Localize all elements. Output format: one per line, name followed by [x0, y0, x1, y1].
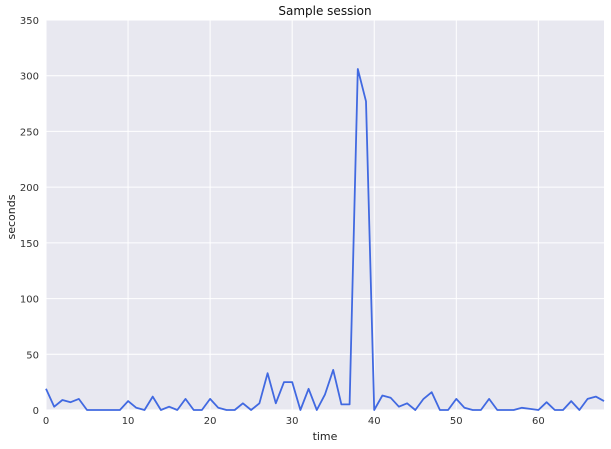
x-tick-label: 50 — [450, 416, 463, 427]
x-tick-label: 10 — [122, 416, 135, 427]
y-tick-label: 350 — [20, 16, 39, 27]
x-axis-label: time — [313, 430, 338, 443]
y-tick-label: 250 — [20, 127, 39, 138]
plot-area — [46, 20, 604, 410]
x-tick-label: 0 — [43, 416, 49, 427]
y-tick-label: 300 — [20, 72, 39, 83]
y-tick-label: 50 — [26, 350, 39, 361]
grid — [45, 19, 604, 411]
chart-title: Sample session — [278, 4, 371, 18]
y-axis-label: seconds — [5, 194, 18, 239]
y-tick-label: 100 — [20, 295, 39, 306]
series-line — [45, 68, 605, 411]
y-tick-label: 150 — [20, 239, 39, 250]
y-tick-label: 0 — [33, 406, 39, 417]
x-tick-label: 60 — [532, 416, 545, 427]
x-tick-label: 20 — [204, 416, 217, 427]
y-tick-label: 200 — [20, 183, 39, 194]
x-tick-label: 40 — [368, 416, 381, 427]
x-tick-label: 30 — [286, 416, 299, 427]
tick-labels: 0 10 20 30 40 50 60 0 50 100 150 200 250 300 350 — [20, 16, 545, 427]
